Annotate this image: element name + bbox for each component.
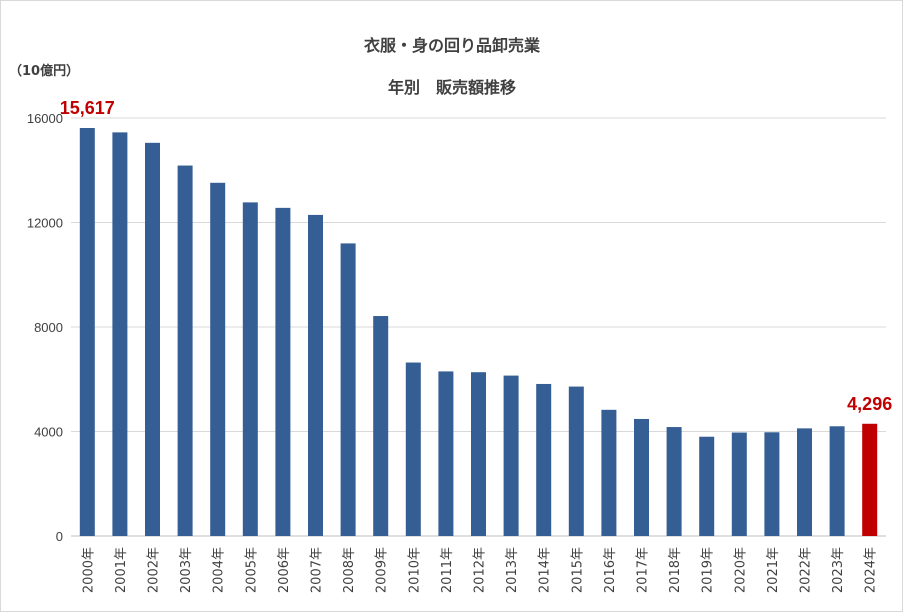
x-tick-label: 2000年 xyxy=(81,547,96,593)
bar-2007年 xyxy=(308,214,323,536)
gridlines xyxy=(71,117,886,537)
x-tick-label: 2009年 xyxy=(375,547,390,593)
x-axis-ticks: 2000年 2001年 2002年 2003年 2004年 2005年 2006年 2007年… xyxy=(81,547,878,593)
bar-2004年 xyxy=(210,182,226,537)
bar-2008年 xyxy=(340,243,356,536)
y-tick-label: 4000 xyxy=(34,425,63,440)
x-tick-label: 2018年 xyxy=(668,547,683,593)
bar-2016年 xyxy=(601,409,617,536)
x-tick-label: 2019年 xyxy=(701,547,716,593)
bar-2021年 xyxy=(764,432,780,536)
chart-title-line2: 年別 販売額推移 xyxy=(388,78,516,97)
y-tick-label: 8000 xyxy=(34,320,63,335)
bar-2012年 xyxy=(471,372,486,536)
y-tick-label: 0 xyxy=(56,529,63,544)
x-tick-label: 2020年 xyxy=(733,547,748,593)
bar-2017年 xyxy=(634,418,649,536)
y-axis-unit-label: （10億円） xyxy=(9,63,79,79)
data-labels: 15,617 4,296 xyxy=(60,98,892,414)
data-label: 4,296 xyxy=(847,394,892,414)
x-tick-label: 2013年 xyxy=(505,547,520,593)
x-tick-label: 2017年 xyxy=(636,547,651,593)
bar-2024年 xyxy=(862,423,878,536)
bar-2009年 xyxy=(373,316,389,536)
x-tick-label: 2008年 xyxy=(342,547,357,593)
x-tick-label: 2004年 xyxy=(212,547,227,593)
x-tick-label: 2011年 xyxy=(440,547,455,593)
data-label: 15,617 xyxy=(60,98,115,118)
x-tick-label: 2007年 xyxy=(310,547,325,593)
x-tick-label: 2001年 xyxy=(114,547,129,593)
bar-2003年 xyxy=(177,165,193,537)
x-tick-label: 2012年 xyxy=(473,547,488,593)
y-tick-label: 16000 xyxy=(27,111,63,126)
x-tick-label: 2023年 xyxy=(831,547,846,593)
y-axis-ticks: 0 4000 8000 12000 16000 xyxy=(27,111,63,544)
bar-2020年 xyxy=(731,432,747,536)
bar-2018年 xyxy=(666,427,682,536)
bar-2022年 xyxy=(797,428,812,536)
bar-2001年 xyxy=(112,132,128,536)
chart-title-line1: 衣服・身の回り品卸売業 xyxy=(364,36,541,55)
bar-2019年 xyxy=(699,436,715,536)
bar-2002年 xyxy=(145,142,160,536)
x-tick-label: 2014年 xyxy=(538,547,553,593)
bar-2006年 xyxy=(275,207,291,536)
x-tick-label: 2015年 xyxy=(570,547,585,593)
bar-2005年 xyxy=(242,202,258,537)
y-tick-label: 12000 xyxy=(27,216,63,231)
x-tick-label: 2005年 xyxy=(244,547,259,593)
x-tick-label: 2002年 xyxy=(147,547,162,593)
x-tick-label: 2016年 xyxy=(603,547,618,593)
bar-2011年 xyxy=(438,371,454,536)
bar-2013年 xyxy=(503,375,519,536)
x-tick-label: 2022年 xyxy=(799,547,814,593)
x-tick-label: 2010年 xyxy=(407,547,422,593)
bars xyxy=(79,128,878,537)
bar-2000年 xyxy=(79,128,95,537)
bar-2015年 xyxy=(568,386,584,536)
x-tick-label: 2003年 xyxy=(179,547,194,593)
x-tick-label: 2024年 xyxy=(864,547,879,593)
x-tick-label: 2006年 xyxy=(277,547,292,593)
x-tick-label: 2021年 xyxy=(766,547,781,593)
bar-2014年 xyxy=(536,383,552,536)
bar-2023年 xyxy=(829,426,845,536)
bar-2010年 xyxy=(405,362,421,536)
